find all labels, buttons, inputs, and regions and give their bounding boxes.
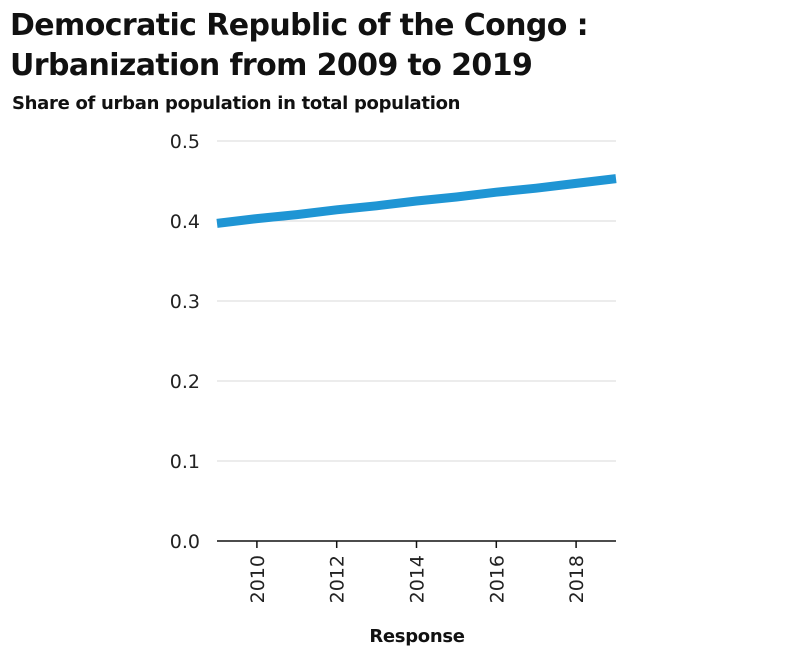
x-tick-label: 2016 [486,555,508,603]
x-tick-label: 2018 [566,555,588,603]
y-tick-label: 0.1 [170,451,200,473]
series-layer [216,174,617,228]
series-line [216,174,617,228]
y-axis-ticks: 0.0 0.1 0.2 0.3 0.4 0.5 [170,131,200,553]
x-axis-label: Response [369,626,465,647]
y-tick-label: 0.3 [170,291,200,313]
chart-title: Democratic Republic of the Congo : Urban… [10,8,589,83]
y-tick-label: 0.4 [170,211,200,233]
x-tick-label: 2010 [247,555,269,603]
y-axis-label: Share of urban population in total popul… [12,93,461,114]
y-tick-label: 0.0 [170,531,200,553]
y-tick-label: 0.2 [170,371,200,393]
x-axis-ticks: 2010 2012 2014 2016 2018 [247,541,588,603]
y-tick-label: 0.5 [170,131,200,153]
gridlines [217,140,616,462]
x-tick-label: 2012 [327,555,349,603]
x-tick-label: 2014 [407,555,429,603]
